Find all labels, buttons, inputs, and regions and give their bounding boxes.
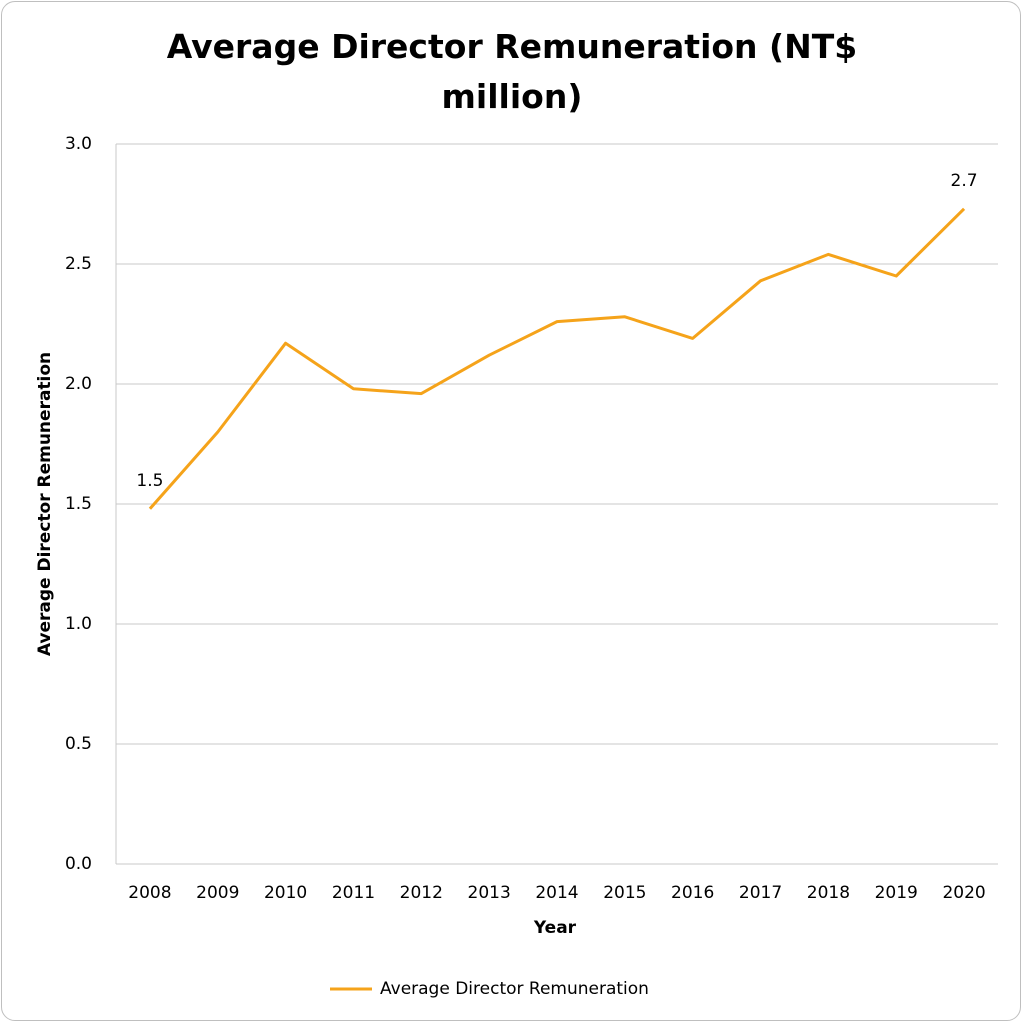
y-tick-label: 0.5 xyxy=(65,734,92,754)
y-tick-label: 2.0 xyxy=(65,374,92,394)
legend-label: Average Director Remuneration xyxy=(380,979,649,999)
y-tick-label: 0.0 xyxy=(65,854,92,874)
x-tick-label: 2015 xyxy=(603,883,646,903)
x-tick-label: 2011 xyxy=(332,883,375,903)
data-line xyxy=(148,207,966,510)
x-tick-label: 2020 xyxy=(942,883,985,903)
x-tick-label: 2016 xyxy=(671,883,714,903)
y-tick-label: 3.0 xyxy=(65,134,92,154)
x-tick-label: 2014 xyxy=(535,883,578,903)
y-tick-label: 1.0 xyxy=(65,614,92,634)
x-tick-label: 2018 xyxy=(807,883,850,903)
y-axis-title: Average Director Remuneration xyxy=(35,352,55,656)
x-tick-label: 2019 xyxy=(875,883,918,903)
chart-title: Average Director Remuneration (NT$ milli… xyxy=(166,27,858,116)
y-tick-label: 1.5 xyxy=(65,494,92,514)
x-tick-label: 2009 xyxy=(196,883,239,903)
data-label: 1.5 xyxy=(136,471,163,491)
x-tick-label: 2013 xyxy=(468,883,511,903)
data-label: 2.7 xyxy=(951,171,978,191)
x-axis-title: Year xyxy=(533,918,577,938)
x-tick-label: 2010 xyxy=(264,883,307,903)
y-tick-label: 2.5 xyxy=(65,254,92,274)
x-tick-label: 2012 xyxy=(400,883,443,903)
x-tick-label: 2017 xyxy=(739,883,782,903)
x-tick-label: 2008 xyxy=(128,883,171,903)
